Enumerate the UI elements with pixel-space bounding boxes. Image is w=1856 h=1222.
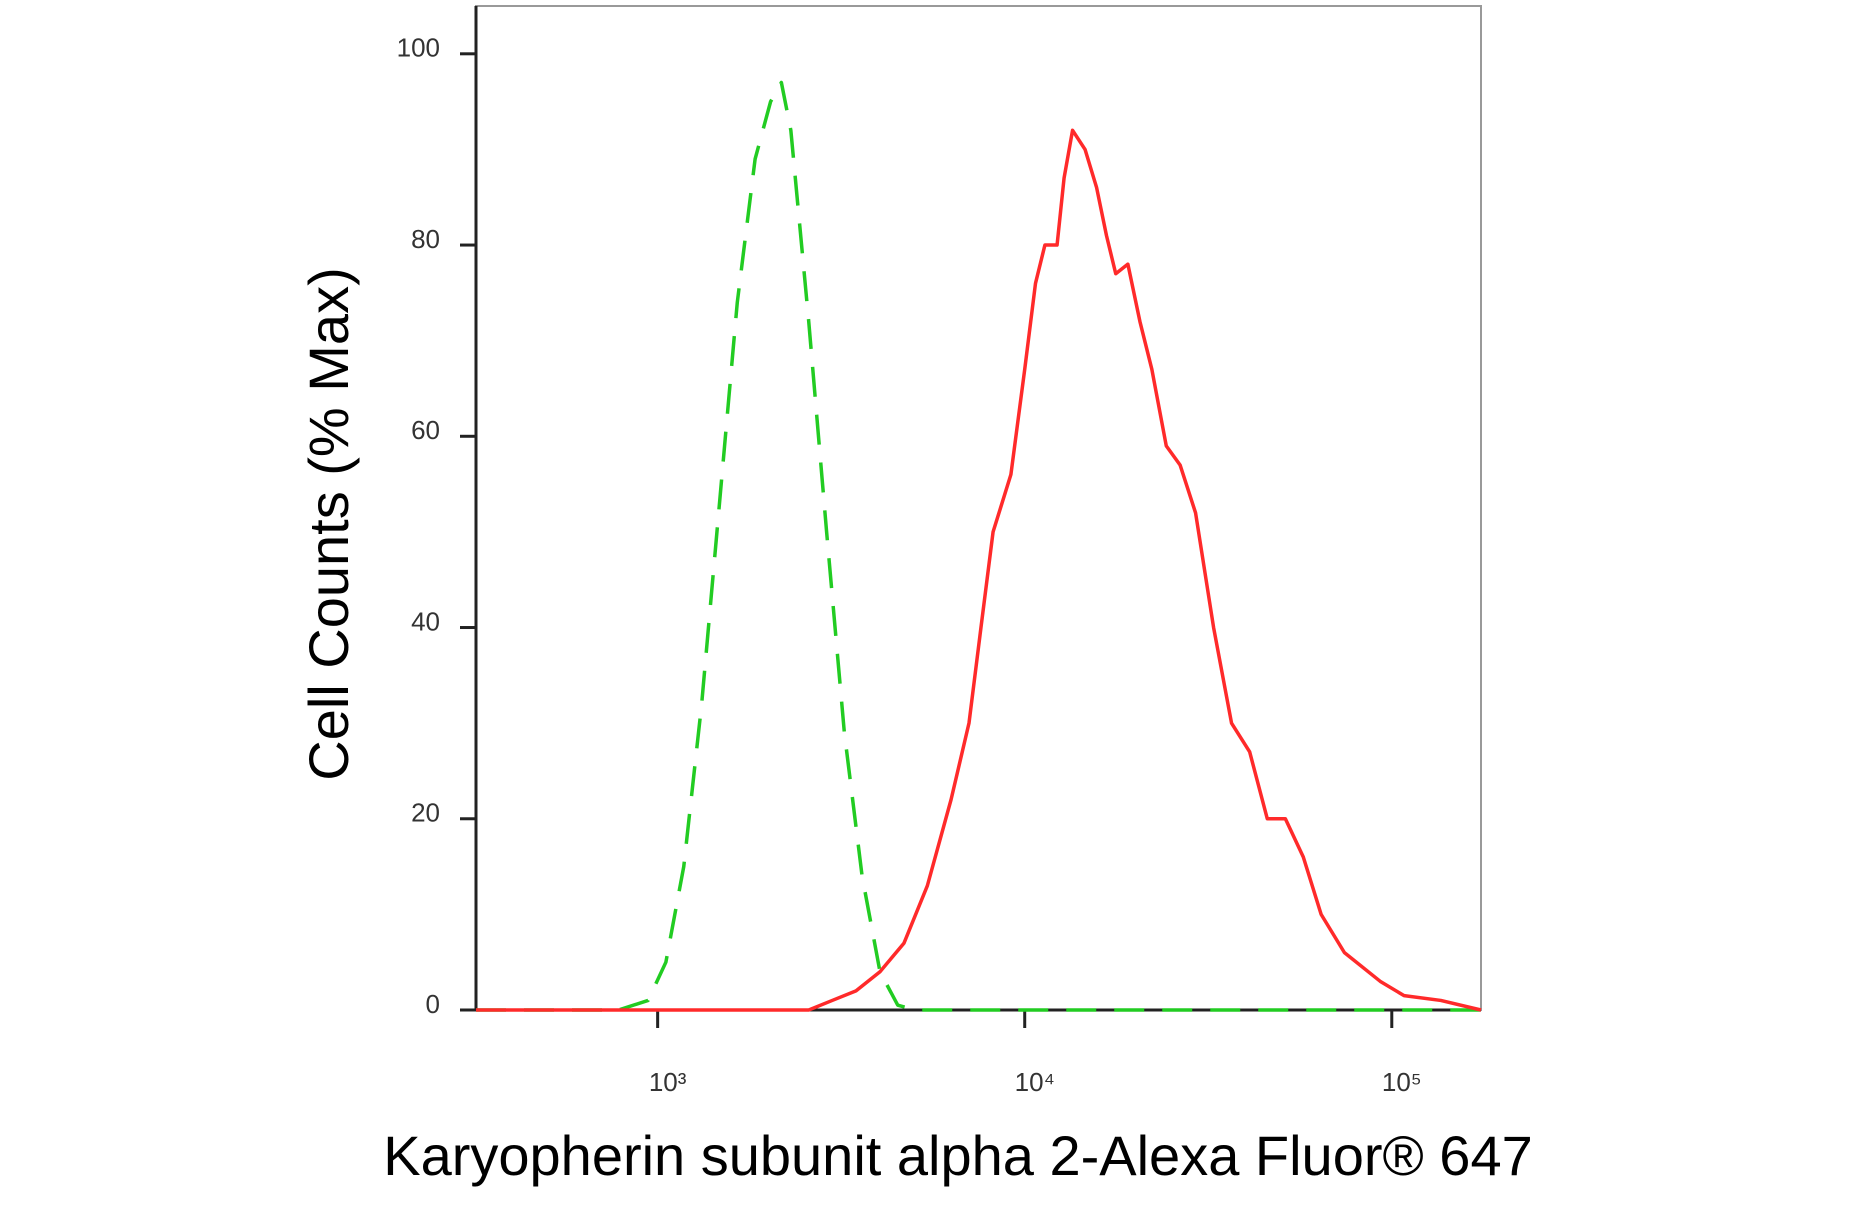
y-tick-label: 80 [411, 224, 440, 254]
x-tick-label: 10³ [649, 1067, 687, 1097]
x-tick-label: 10⁴ [1015, 1067, 1055, 1097]
y-tick-label: 40 [411, 606, 440, 636]
y-tick-label: 20 [411, 798, 440, 828]
series-line [476, 80, 1481, 1012]
y-tick-label: 60 [411, 415, 440, 445]
series-line [476, 128, 1482, 1012]
y-tick-label: 100 [397, 33, 440, 63]
y-tick-label: 0 [426, 989, 440, 1019]
x-tick-label: 10⁵ [1382, 1067, 1422, 1097]
plot-frame [475, 5, 1482, 1011]
x-axis-title: Karyopherin subunit alpha 2-Alexa Fluor®… [383, 1124, 1533, 1187]
y-axis-title: Cell Counts (% Max) [297, 267, 360, 780]
